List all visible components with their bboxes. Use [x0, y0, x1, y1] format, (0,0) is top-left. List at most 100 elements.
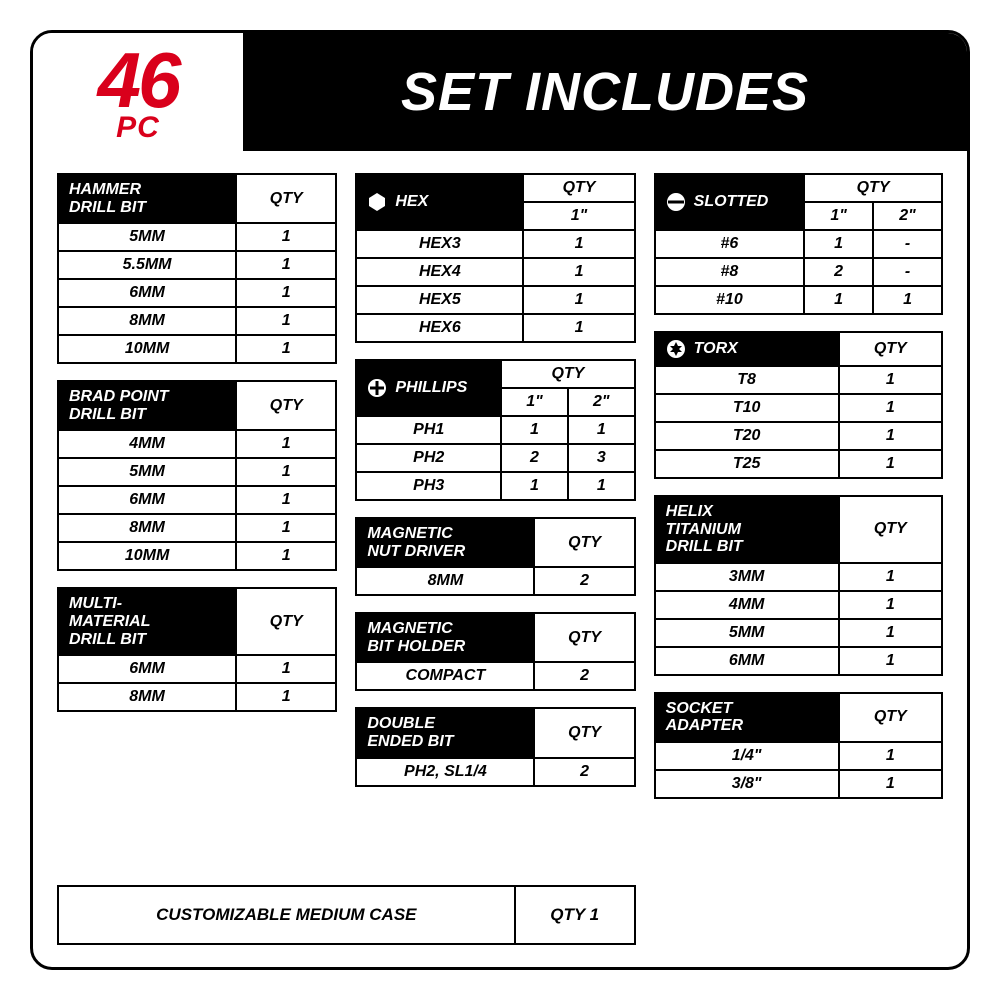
- row-qty: 1: [839, 647, 942, 675]
- row-qty-2in: 1: [568, 472, 635, 500]
- table-row: T81: [655, 366, 942, 394]
- row-qty: 1: [839, 619, 942, 647]
- row-label: HEX6: [356, 314, 523, 342]
- table-row: 4MM1: [58, 430, 336, 458]
- row-label: 8MM: [58, 514, 236, 542]
- row-qty: 2: [534, 567, 634, 595]
- table-row: PH111: [356, 416, 634, 444]
- row-qty: 1: [839, 366, 942, 394]
- row-qty: 1: [236, 655, 336, 683]
- table-row: 8MM1: [58, 514, 336, 542]
- table-row: 8MM1: [58, 683, 336, 711]
- qty-header: QTY: [534, 613, 634, 662]
- qty-header: QTY: [534, 518, 634, 567]
- column-1: HAMMER DRILL BIT QTY 5MM15.5MM16MM18MM11…: [57, 173, 337, 869]
- row-label: 5MM: [655, 619, 839, 647]
- row-label: 6MM: [58, 486, 236, 514]
- row-qty-1in: 1: [501, 416, 568, 444]
- row-qty: 1: [236, 307, 336, 335]
- product-spec-card: 46 PC SET INCLUDES HAMMER DRILL BIT QTY …: [30, 30, 970, 970]
- qty-header: QTY: [523, 174, 634, 202]
- piece-count-number: 46: [98, 47, 179, 113]
- table-row: #61-: [655, 230, 942, 258]
- row-label: 8MM: [58, 683, 236, 711]
- size-1in: 1": [523, 202, 634, 230]
- row-qty: 1: [236, 335, 336, 363]
- row-qty: 1: [236, 486, 336, 514]
- row-label: PH2: [356, 444, 501, 472]
- table-row: PH311: [356, 472, 634, 500]
- piece-count-unit: PC: [116, 115, 160, 141]
- footer-qty: QTY 1: [514, 887, 634, 943]
- slotted-header: SLOTTED: [655, 174, 804, 230]
- row-label: T10: [655, 394, 839, 422]
- row-qty-1in: 1: [804, 230, 873, 258]
- multi-header: MULTI- MATERIAL DRILL BIT: [58, 588, 236, 655]
- row-label: 5MM: [58, 458, 236, 486]
- body-columns: HAMMER DRILL BIT QTY 5MM15.5MM16MM18MM11…: [33, 151, 967, 967]
- table-torx: TORX QTY T81T101T201T251: [654, 331, 943, 479]
- table-row: HEX51: [356, 286, 634, 314]
- table-row: 6MM1: [655, 647, 942, 675]
- table-brad-point-drill-bit: BRAD POINT DRILL BIT QTY 4MM15MM16MM18MM…: [57, 380, 337, 571]
- row-qty: 1: [236, 542, 336, 570]
- row-label: #10: [655, 286, 804, 314]
- hex-header: HEX: [356, 174, 523, 230]
- row-qty: 1: [236, 683, 336, 711]
- table-row: #1011: [655, 286, 942, 314]
- row-label: 5.5MM: [58, 251, 236, 279]
- table-row: 3MM1: [655, 563, 942, 591]
- table-row: 10MM1: [58, 542, 336, 570]
- table-row: 8MM2: [356, 567, 634, 595]
- row-qty: 1: [839, 422, 942, 450]
- table-row: 5MM1: [58, 223, 336, 251]
- table-socket-adapter: SOCKET ADAPTER QTY 1/4"13/8"1: [654, 692, 943, 799]
- table-row: 5.5MM1: [58, 251, 336, 279]
- helix-header: HELIX TITANIUM DRILL BIT: [655, 496, 839, 563]
- table-row: 8MM1: [58, 307, 336, 335]
- slotted-icon: [666, 192, 686, 212]
- row-qty-1in: 1: [501, 472, 568, 500]
- row-label: 6MM: [58, 279, 236, 307]
- table-row: HEX41: [356, 258, 634, 286]
- row-label: PH1: [356, 416, 501, 444]
- row-qty: 1: [839, 770, 942, 798]
- row-qty: 1: [523, 258, 634, 286]
- table-row: #82-: [655, 258, 942, 286]
- row-label: T20: [655, 422, 839, 450]
- size-1in: 1": [804, 202, 873, 230]
- table-row: T251: [655, 450, 942, 478]
- qty-header: QTY: [236, 588, 336, 655]
- torx-icon: [666, 339, 686, 359]
- table-multi-material-drill-bit: MULTI- MATERIAL DRILL BIT QTY 6MM18MM1: [57, 587, 337, 712]
- table-row: 5MM1: [58, 458, 336, 486]
- table-row: PH223: [356, 444, 634, 472]
- table-row: HEX31: [356, 230, 634, 258]
- footer-label: CUSTOMIZABLE MEDIUM CASE: [59, 887, 514, 943]
- row-label: COMPACT: [356, 662, 534, 690]
- row-label: T8: [655, 366, 839, 394]
- row-qty: 1: [523, 314, 634, 342]
- row-qty-1in: 2: [804, 258, 873, 286]
- table-magnetic-nut-driver: MAGNETIC NUT DRIVER QTY 8MM2: [355, 517, 635, 596]
- row-label: 6MM: [655, 647, 839, 675]
- size-1in: 1": [501, 388, 568, 416]
- row-label: T25: [655, 450, 839, 478]
- row-qty: 2: [534, 662, 634, 690]
- row-label: HEX5: [356, 286, 523, 314]
- row-label: #8: [655, 258, 804, 286]
- table-double-ended-bit: DOUBLE ENDED BIT QTY PH2, SL1/42: [355, 707, 635, 786]
- column-2: HEX QTY 1" HEX31HEX41HEX51HEX61: [355, 173, 635, 869]
- qty-header: QTY: [534, 708, 634, 757]
- qty-header: QTY: [501, 360, 635, 388]
- row-qty: 1: [839, 742, 942, 770]
- qty-header: QTY: [839, 496, 942, 563]
- qty-header: QTY: [236, 174, 336, 223]
- row-qty: 1: [236, 430, 336, 458]
- header: 46 PC SET INCLUDES: [33, 33, 967, 151]
- table-row: 6MM1: [58, 486, 336, 514]
- socket-header: SOCKET ADAPTER: [655, 693, 839, 742]
- row-label: 4MM: [655, 591, 839, 619]
- column-3: SLOTTED QTY 1" 2" #61-#82-#1011: [654, 173, 943, 945]
- table-row: T101: [655, 394, 942, 422]
